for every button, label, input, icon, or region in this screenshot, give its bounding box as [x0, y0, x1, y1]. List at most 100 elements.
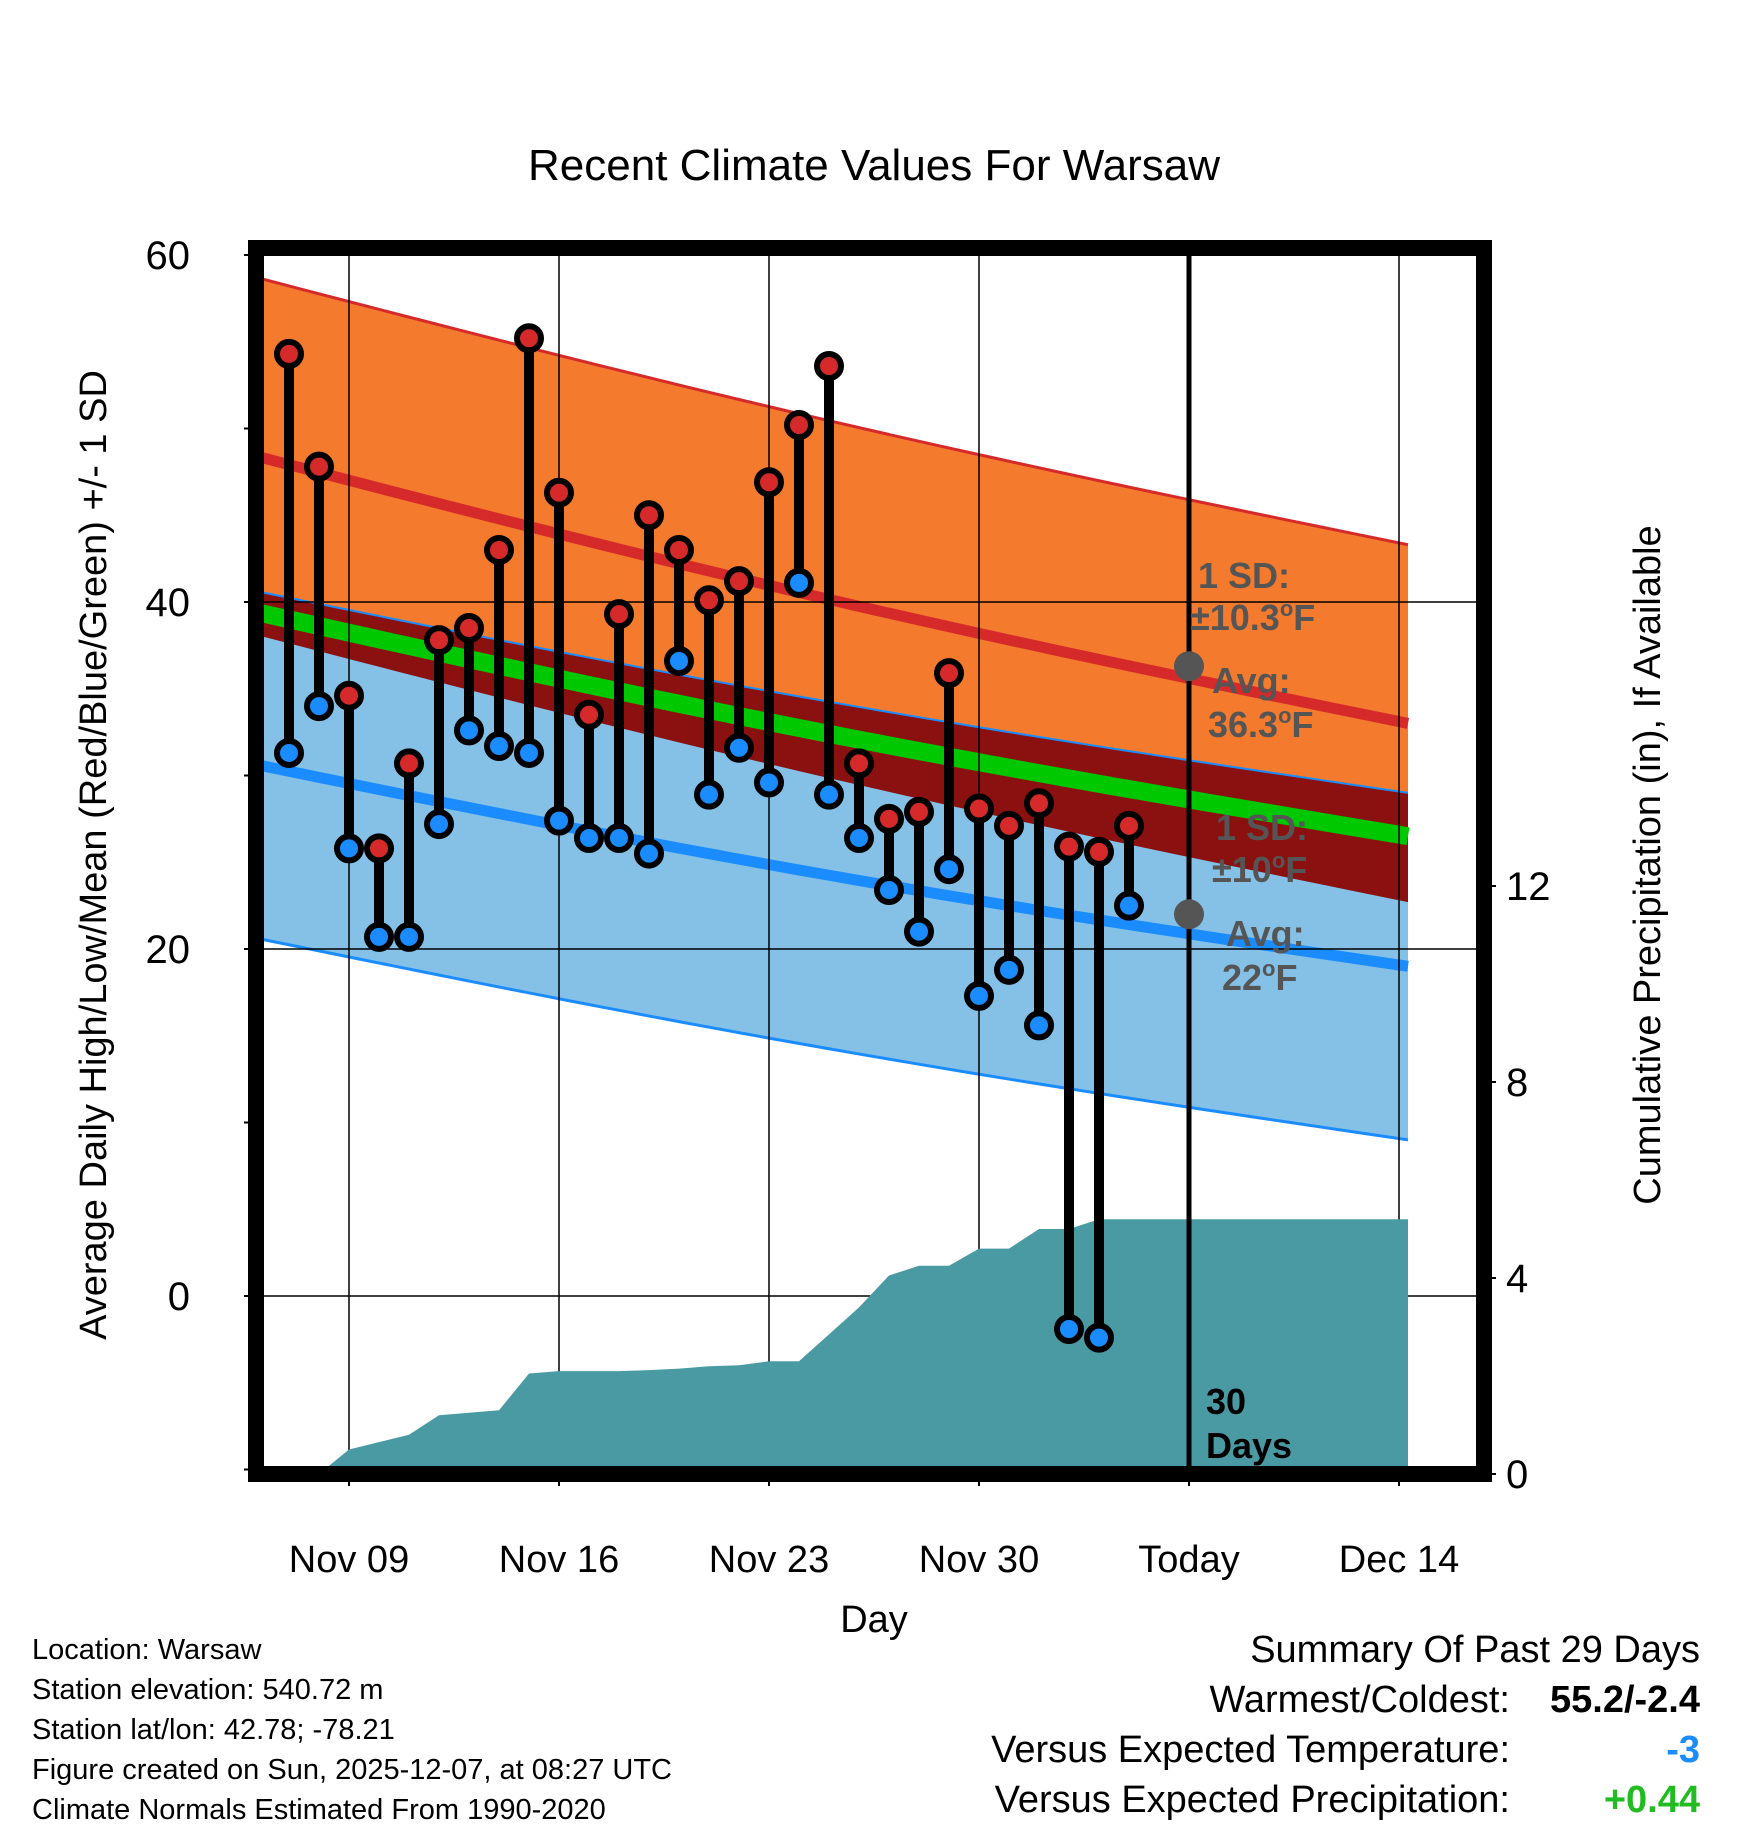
x-tick-label-0: Nov 09 [289, 1539, 409, 1581]
obs-day-6 [514, 323, 544, 768]
high-point [814, 351, 844, 382]
obs-day--1 [304, 451, 334, 722]
obs-day-10 [634, 500, 664, 869]
high-point [964, 793, 994, 824]
location-text: Location: Warsaw [32, 1634, 262, 1666]
temp-diff-label: Versus Expected Temperature: [991, 1729, 1510, 1771]
obs-day-0 [334, 680, 364, 864]
low-point [634, 838, 664, 869]
high-point [544, 477, 574, 508]
high-point [934, 658, 964, 689]
high-point [394, 748, 424, 779]
y2-tick-label-0: 0 [1506, 1453, 1528, 1497]
y-axis-label: Average Daily High/Low/Mean (Red/Blue/Gr… [73, 370, 115, 1340]
high-point [994, 810, 1024, 841]
summary-temp: Versus Expected Temperature: -3 [991, 1725, 1700, 1775]
obs-day-18 [874, 803, 904, 906]
high-point [1024, 788, 1054, 819]
low-point [304, 691, 334, 722]
x-tick-label-35: Dec 14 [1339, 1539, 1459, 1581]
high-point [634, 500, 664, 531]
low-lower-line [249, 935, 1409, 1142]
high-sd-value: ±10.3oF [1190, 596, 1315, 638]
high-point [424, 625, 454, 656]
y-tick-label-60: 60 [146, 234, 191, 278]
low-point [1024, 1010, 1054, 1041]
obs-day-15 [784, 410, 814, 598]
high-point [694, 585, 724, 616]
low-avg-value: 22oF [1222, 956, 1298, 998]
low-point [574, 822, 604, 853]
low-point [604, 822, 634, 853]
high-point [334, 680, 364, 711]
low-point [664, 645, 694, 676]
warmest-coldest-label: Warmest/Coldest: [1209, 1679, 1510, 1721]
obs-day-14 [754, 467, 784, 798]
normals-text: Climate Normals Estimated From 1990-2020 [32, 1794, 606, 1826]
obs-day-20 [934, 658, 964, 885]
obs-day-11 [664, 534, 694, 676]
low-point [904, 916, 934, 947]
low-point [484, 731, 514, 762]
low-point [424, 809, 454, 840]
y-tick-label-20: 20 [146, 928, 191, 972]
today-low-avg-marker [1174, 899, 1204, 930]
obs-day-2 [394, 748, 424, 952]
x-tick-label-28: Today [1138, 1539, 1239, 1581]
precip-cumulative-area [256, 1219, 1408, 1474]
low-point [394, 921, 424, 952]
obs-day-8 [574, 699, 604, 853]
low-point [934, 854, 964, 885]
obs-day-9 [604, 599, 634, 853]
created-text: Figure created on Sun, 2025-12-07, at 08… [32, 1754, 672, 1786]
high-point [1114, 810, 1144, 841]
high-avg-value: 36.3oF [1208, 703, 1314, 745]
high-point [754, 467, 784, 498]
obs-day-19 [904, 796, 934, 947]
low-point [844, 822, 874, 853]
y2-tick-label-4: 4 [1506, 1257, 1528, 1301]
period-number: 30 [1206, 1381, 1246, 1422]
obs-day-22 [994, 810, 1024, 985]
axes: 0 20 40 60 0 4 8 12 Nov 09 Nov 16 Nov 23 Nov 30 Toda… [146, 234, 1551, 1581]
x-tick-label-14: Nov 23 [709, 1539, 829, 1581]
high-point [304, 451, 334, 482]
summary-warmest-coldest: Warmest/Coldest: 55.2/-2.4 [991, 1675, 1700, 1725]
obs-day-13 [724, 566, 754, 763]
low-point [724, 732, 754, 763]
obs-day-3 [424, 625, 454, 840]
obs-day-23 [1024, 788, 1054, 1041]
high-point [904, 796, 934, 827]
obs-day-26 [1114, 810, 1144, 921]
high-point [874, 803, 904, 834]
summary-title: Summary Of Past 29 Days [1250, 1629, 1700, 1671]
obs-day-17 [844, 748, 874, 853]
low-point [694, 779, 724, 810]
observations [274, 323, 1144, 1353]
low-sd-label: 1 SD: [1216, 807, 1308, 848]
x-tick-label-7: Nov 16 [499, 1539, 619, 1581]
obs-day-12 [694, 585, 724, 810]
y2-tick-label-12: 12 [1506, 865, 1551, 909]
latlon-text: Station lat/lon: 42.78; -78.21 [32, 1714, 395, 1746]
obs-day-24 [1054, 831, 1084, 1344]
temp-diff-value: -3 [1666, 1729, 1700, 1771]
y-tick-label-40: 40 [146, 581, 191, 625]
x-tick-label-21: Nov 30 [919, 1539, 1039, 1581]
summary-precip: Versus Expected Precipitation: +0.44 [991, 1775, 1700, 1825]
precip-diff-label: Versus Expected Precipitation: [994, 1779, 1510, 1821]
obs-day-1 [364, 833, 394, 952]
summary-panel: Summary Of Past 29 Days Warmest/Coldest:… [991, 1625, 1700, 1825]
low-point [754, 767, 784, 798]
low-point [814, 779, 844, 810]
low-point [964, 980, 994, 1011]
obs-day-4 [454, 613, 484, 746]
low-point [514, 737, 544, 768]
high-point [844, 748, 874, 779]
x-axis-label: Day [840, 1599, 908, 1641]
high-point [364, 833, 394, 864]
low-point [454, 715, 484, 746]
low-point [364, 921, 394, 952]
precip-area [256, 1219, 1408, 1474]
period-unit: Days [1206, 1425, 1292, 1466]
